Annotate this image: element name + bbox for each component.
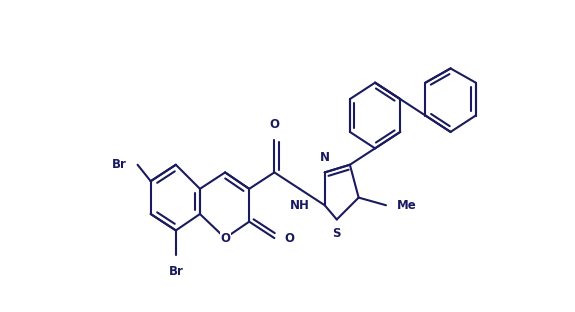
Text: O: O (284, 232, 294, 245)
Text: N: N (320, 151, 329, 164)
Text: Br: Br (168, 266, 183, 278)
Text: Br: Br (112, 158, 126, 171)
Text: O: O (269, 118, 279, 131)
Text: NH: NH (290, 199, 309, 212)
Text: S: S (332, 227, 341, 240)
Text: Me: Me (397, 199, 417, 212)
Text: O: O (220, 232, 230, 245)
